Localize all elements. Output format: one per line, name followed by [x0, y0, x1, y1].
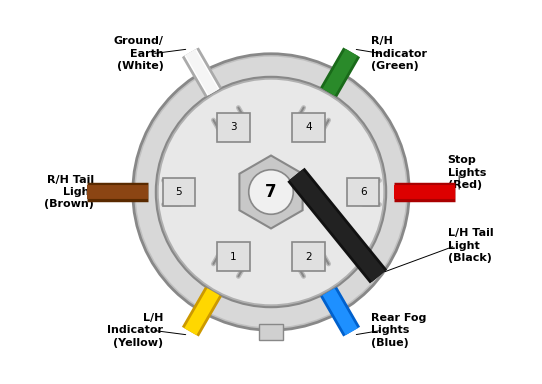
FancyBboxPatch shape: [163, 178, 195, 207]
FancyBboxPatch shape: [292, 113, 325, 142]
Text: 5: 5: [176, 187, 182, 197]
Text: R/H
Indicator
(Green): R/H Indicator (Green): [371, 36, 427, 71]
FancyBboxPatch shape: [217, 113, 250, 142]
FancyBboxPatch shape: [259, 324, 283, 340]
Text: R/H Tail
Light
(Brown): R/H Tail Light (Brown): [44, 175, 94, 209]
Polygon shape: [240, 156, 302, 228]
Text: Ground/
Earth
(White): Ground/ Earth (White): [113, 36, 164, 71]
Ellipse shape: [136, 56, 406, 327]
Text: 3: 3: [230, 122, 237, 132]
Text: L/H Tail
Light
(Black): L/H Tail Light (Black): [448, 228, 493, 263]
Text: 2: 2: [305, 252, 312, 262]
Text: Rear Fog
Lights
(Blue): Rear Fog Lights (Blue): [371, 313, 426, 348]
FancyBboxPatch shape: [217, 242, 250, 271]
Text: 4: 4: [305, 122, 312, 132]
Text: Stop
Lights
(Red): Stop Lights (Red): [448, 156, 486, 190]
Ellipse shape: [159, 80, 383, 304]
Text: 7: 7: [265, 183, 277, 201]
Text: 1: 1: [230, 252, 237, 262]
FancyBboxPatch shape: [347, 178, 379, 207]
Text: L/H
Indicator
(Yellow): L/H Indicator (Yellow): [107, 313, 164, 348]
Text: 6: 6: [360, 187, 366, 197]
Ellipse shape: [133, 54, 409, 330]
Circle shape: [249, 170, 293, 214]
Ellipse shape: [156, 77, 386, 307]
FancyBboxPatch shape: [292, 242, 325, 271]
